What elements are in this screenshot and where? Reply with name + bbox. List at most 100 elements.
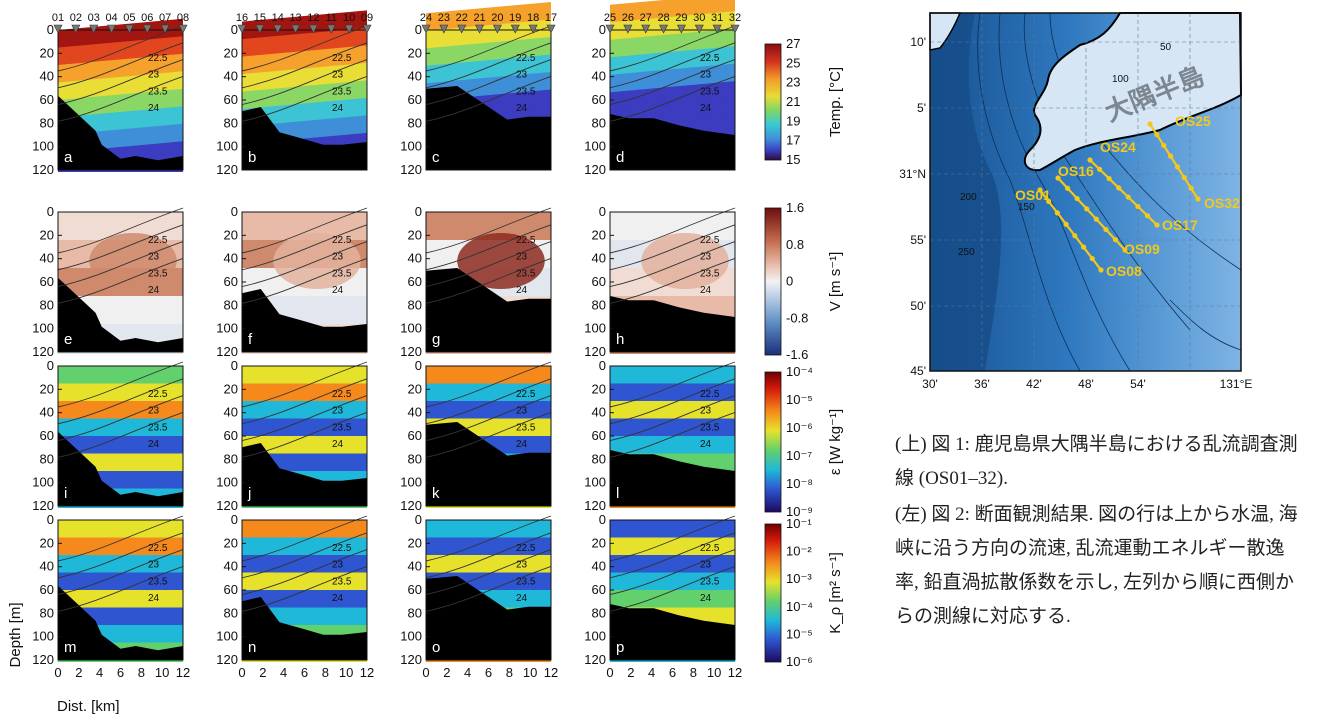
station-label: 03	[88, 12, 100, 24]
station-marker	[475, 24, 485, 34]
station-label: 21	[473, 12, 485, 24]
depth-tick-label: 40	[592, 559, 606, 574]
isotherm-contour	[609, 411, 736, 458]
station-dot	[1144, 213, 1151, 219]
contour-label: 23	[148, 560, 160, 571]
panel-label: a	[64, 149, 73, 166]
station-marker	[510, 24, 520, 34]
isotherm-contour	[241, 361, 368, 408]
data-field-band	[58, 366, 183, 386]
seafloor	[242, 289, 367, 352]
isotherm-contour	[241, 395, 368, 442]
distance-tick-label: 6	[117, 665, 124, 680]
depth-tick-label: 0	[47, 204, 54, 219]
distance-tick-label: 2	[627, 665, 634, 680]
contour-label: 23	[148, 70, 160, 81]
depth-tick-label: 100	[400, 139, 422, 154]
isotherm-contour	[57, 515, 184, 562]
station-label: 13	[289, 12, 301, 24]
data-field-band	[426, 520, 551, 540]
isotherm-contour	[57, 549, 184, 596]
depth-tick-label: 40	[40, 251, 54, 266]
station-dot	[1037, 187, 1043, 193]
depth-tick-label: 120	[216, 652, 238, 667]
depth-tick-label: 20	[40, 381, 54, 396]
station-label: 01	[52, 12, 64, 24]
isotherm-contour	[609, 378, 736, 425]
colorbar-tick-label: 1.6	[786, 200, 804, 215]
contour-label: 24	[148, 439, 160, 450]
distance-tick-label: 10	[339, 665, 353, 680]
data-field-band	[58, 520, 183, 540]
station-marker	[326, 24, 336, 34]
depth-tick-label: 100	[584, 321, 606, 336]
contour-label: 23	[516, 406, 528, 417]
depth-tick-label: 80	[592, 605, 606, 620]
depth-tick-label: 80	[592, 115, 606, 130]
seafloor	[242, 443, 367, 506]
isotherm-contour	[57, 257, 184, 304]
depth-tick-label: 40	[224, 69, 238, 84]
station-dot	[1072, 233, 1078, 239]
depth-tick-label: 120	[216, 344, 238, 359]
depth-tick-label: 80	[408, 605, 422, 620]
depth-tick-label: 80	[224, 297, 238, 312]
colorbar-tick-label: 10⁻⁶	[786, 420, 813, 435]
distance-tick-label: 6	[301, 665, 308, 680]
colorbar-tick-label: 27	[786, 36, 800, 51]
station-label: 18	[527, 12, 539, 24]
station-marker	[492, 24, 502, 34]
station-dot	[1096, 166, 1103, 172]
distance-tick-label: 2	[75, 665, 82, 680]
data-field-band	[242, 520, 367, 540]
isotherm-contour	[425, 411, 552, 458]
colorbars: 27 25 23 21 19 17 15 Temp. [°C] 1.6 0.8 0 -0.8 -1.6 V…	[764, 36, 844, 669]
depth-tick-label: 120	[216, 498, 238, 513]
depth-tick-label: 80	[40, 297, 54, 312]
station-dot	[1054, 210, 1061, 216]
latitude-tick-label: 10'	[910, 35, 926, 49]
contour-label: 23.5	[332, 86, 352, 97]
station-map: 大隅半島 50 100 150 200 250 OS01OS08OS16OS09…	[899, 12, 1252, 391]
depth-tick-label: 40	[224, 559, 238, 574]
depth-tick-label: 0	[599, 358, 606, 373]
station-marker	[421, 24, 431, 34]
section-panel: 22.5 23 23.5 24 f 0 20 40 60 80 100 120	[216, 204, 368, 359]
station-dot	[1112, 237, 1119, 243]
seafloor	[58, 277, 183, 352]
distance-tick-label: 8	[138, 665, 145, 680]
station-label: 04	[105, 12, 117, 24]
station-marker	[53, 24, 63, 34]
depth-tick-label: 0	[599, 512, 606, 527]
colorbar-tick-label: 10⁻⁸	[786, 476, 813, 491]
station-dot	[1064, 185, 1071, 191]
station-dot	[1154, 222, 1160, 228]
station-name-label: OS08	[1106, 263, 1142, 279]
station-label: 16	[236, 12, 248, 24]
distance-tick-label: 10	[707, 665, 721, 680]
section-panel: 22.5 23 23.5 24 d 0 20 40 60 80 100 120 25 26 27 28 29 30…	[584, 0, 741, 177]
colorbar-tick-label: 10⁻³	[786, 571, 812, 586]
depth-tick-label: 60	[592, 274, 606, 289]
station-dot	[1093, 216, 1099, 222]
panel-label: j	[247, 485, 251, 502]
depth-tick-label: 20	[592, 45, 606, 60]
seafloor	[610, 296, 735, 352]
station-dot	[1181, 174, 1187, 181]
depth-tick-label: 100	[216, 629, 238, 644]
data-field-band	[58, 555, 183, 575]
isotherm-contour	[57, 59, 184, 106]
isotherm-contour	[57, 395, 184, 442]
colorbar-tick-label: 10⁻⁵	[786, 626, 813, 641]
contour-label: 22.5	[332, 53, 352, 64]
data-field-band	[610, 520, 735, 540]
contour-label: 24	[700, 285, 712, 296]
contour-label: 22.5	[516, 53, 536, 64]
contour-label: 23	[148, 406, 160, 417]
data-field-band	[610, 401, 735, 421]
depth-tick-label: 60	[224, 92, 238, 107]
station-dot	[1195, 196, 1201, 202]
depth-tick-label: 80	[408, 297, 422, 312]
contour-label: 23	[700, 560, 712, 571]
